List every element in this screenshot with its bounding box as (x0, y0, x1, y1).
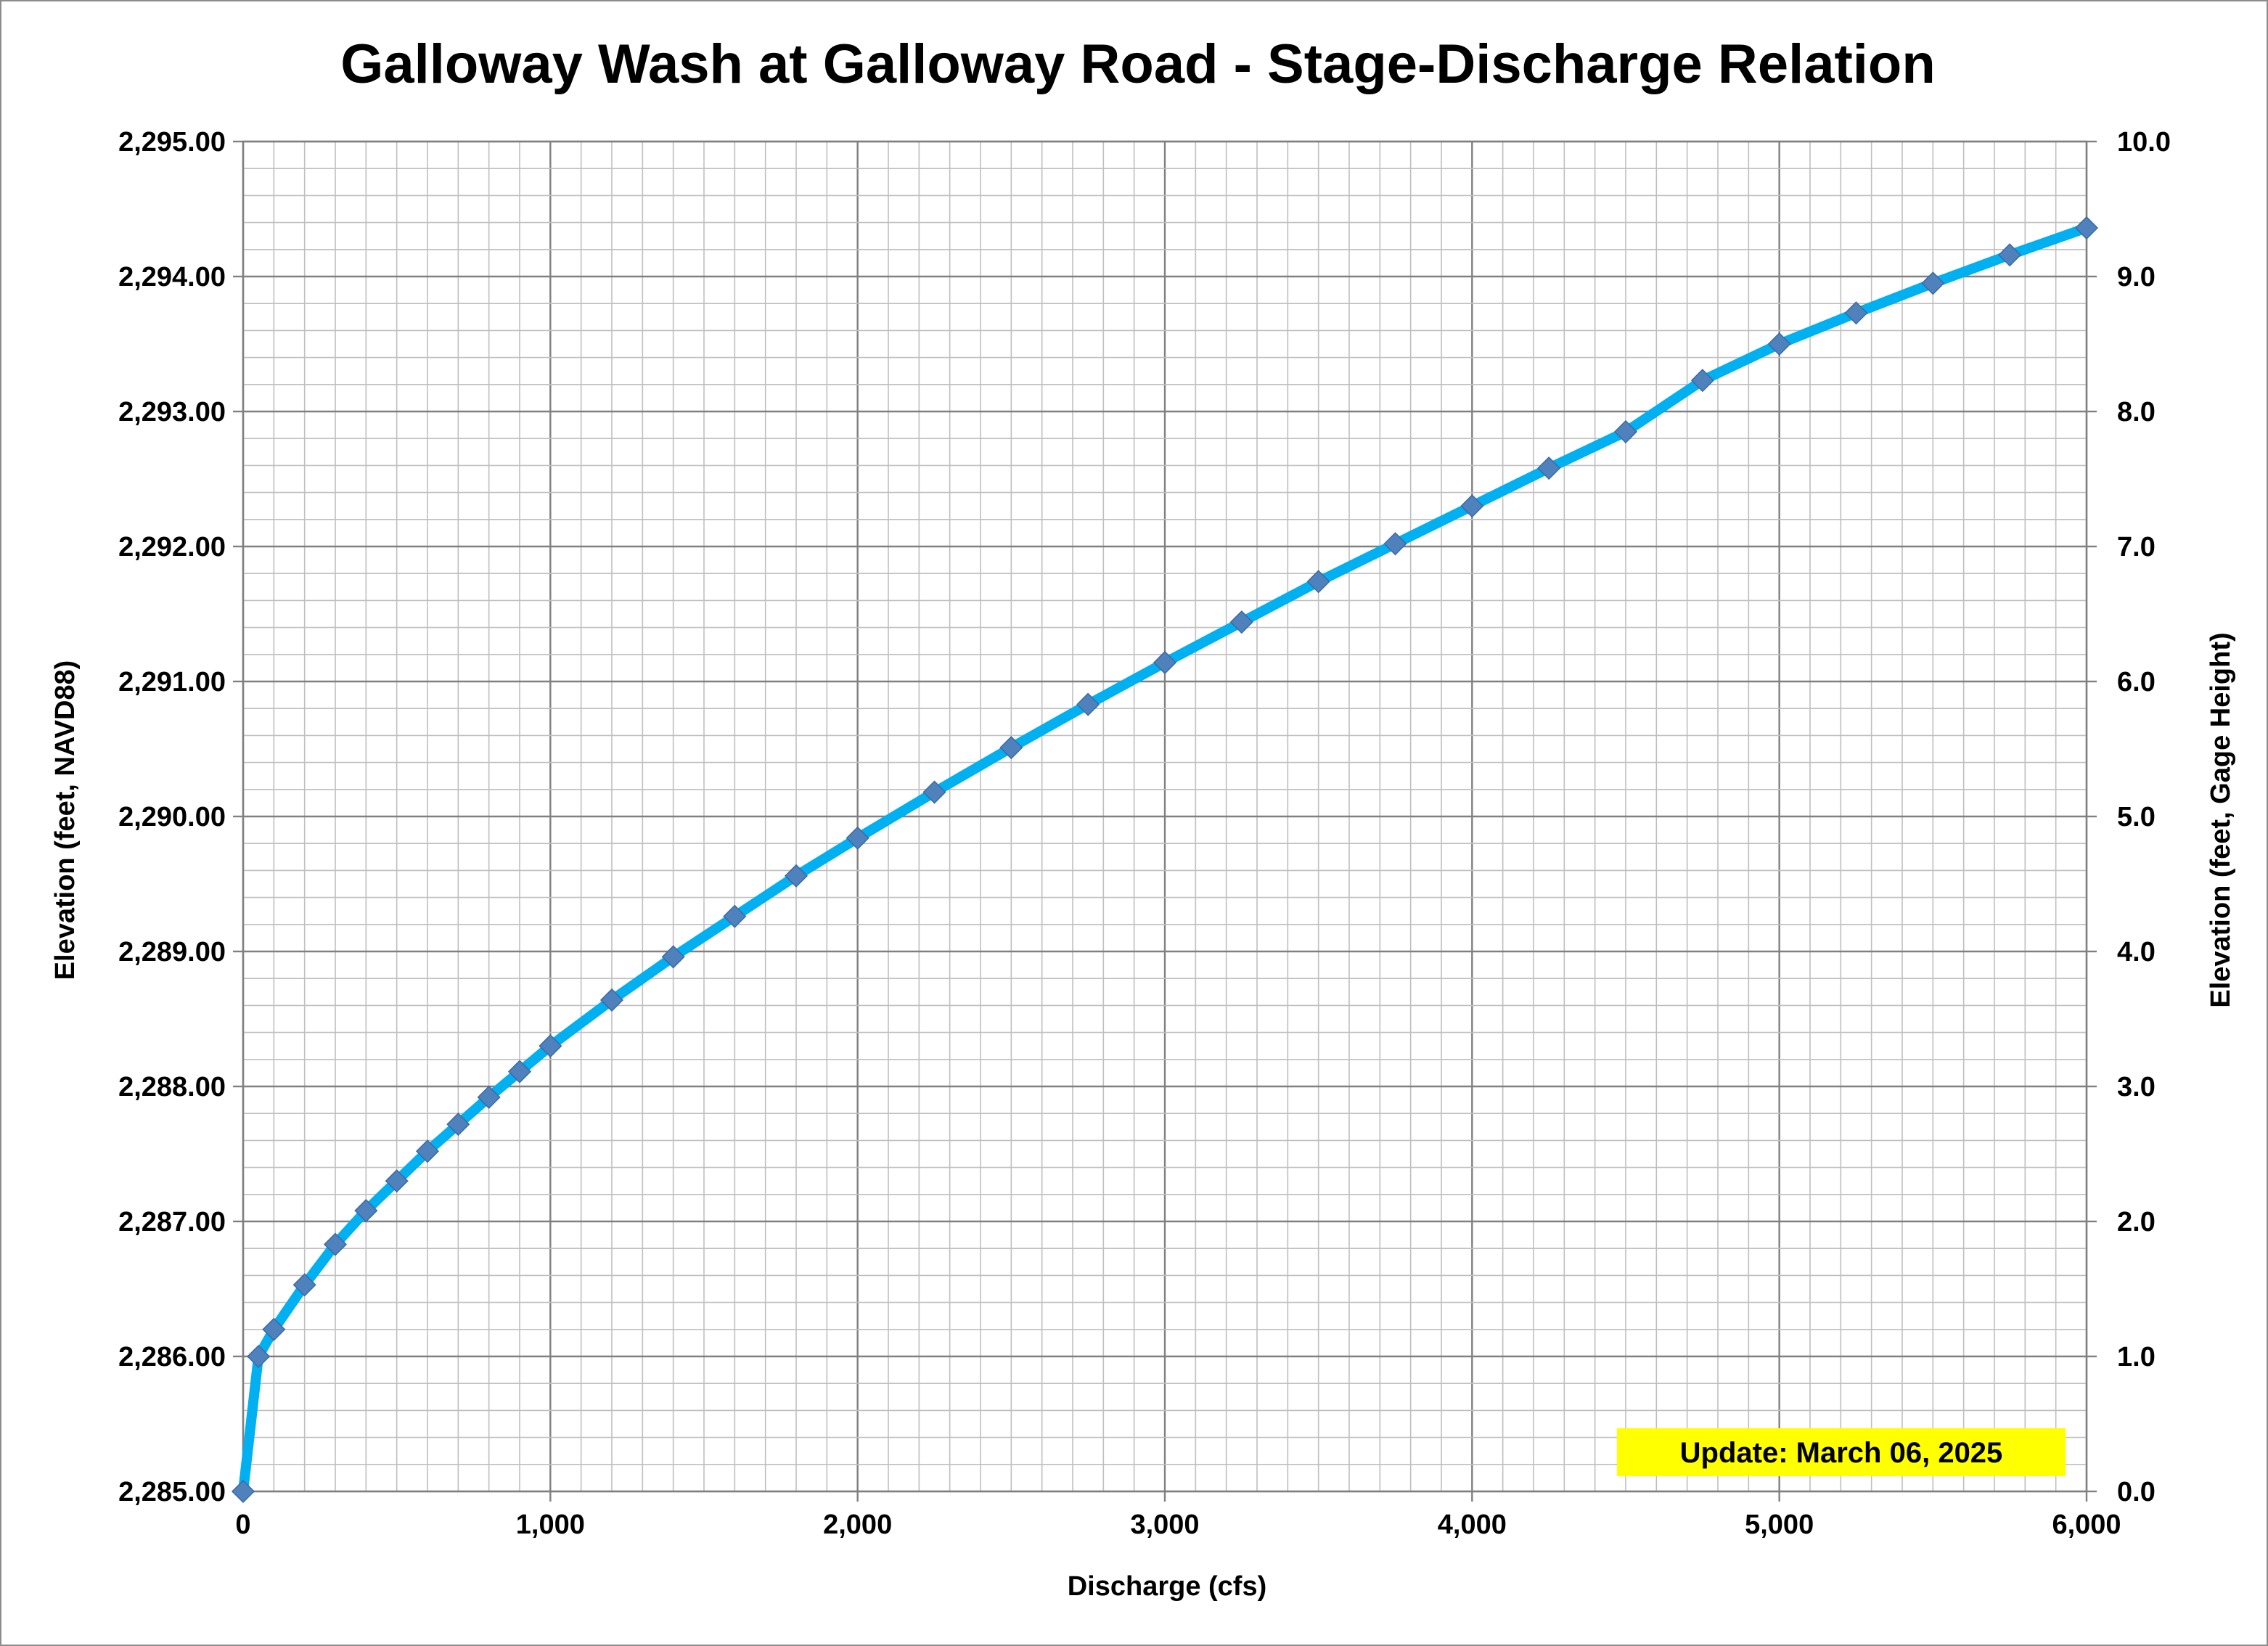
y-tick-label: 2,295.00 (118, 127, 226, 157)
y2-tick-label: 5.0 (2117, 802, 2156, 832)
x-tick-label: 1,000 (516, 1510, 585, 1540)
data-point-marker (1767, 332, 1791, 356)
update-note-box (1617, 1428, 2066, 1476)
x-tick-label: 2,000 (823, 1510, 892, 1540)
y-tick-label: 2,289.00 (118, 937, 226, 967)
y2-tick-label: 9.0 (2117, 262, 2156, 292)
data-point-marker (1383, 532, 1407, 556)
y2-axis-label: Elevation (feet, Gage Height) (2206, 632, 2236, 1007)
data-point-marker (1306, 570, 1330, 594)
y-tick-label: 2,294.00 (118, 262, 226, 292)
y2-tick-label: 0.0 (2117, 1477, 2156, 1507)
y-tick-label: 2,288.00 (118, 1072, 226, 1102)
x-tick-label: 4,000 (1438, 1510, 1507, 1540)
data-point-marker (477, 1085, 501, 1109)
data-point-marker (415, 1139, 440, 1163)
data-point-marker (1921, 271, 1945, 295)
data-point-marker (2074, 216, 2099, 240)
data-point-marker (231, 1479, 255, 1504)
data-point-marker (446, 1113, 470, 1137)
data-point-marker (1076, 692, 1100, 716)
data-point-marker (1844, 301, 1868, 325)
data-point-marker (292, 1273, 316, 1297)
chart-title: Galloway Wash at Galloway Road - Stage-D… (340, 33, 1936, 95)
x-tick-label: 5,000 (1745, 1510, 1814, 1540)
data-point-marker (1998, 243, 2022, 267)
data-point-marker (784, 864, 808, 888)
data-point-marker (247, 1344, 271, 1369)
y2-tick-label: 1.0 (2117, 1342, 2156, 1372)
y2-tick-label: 8.0 (2117, 397, 2156, 427)
y-tick-label: 2,285.00 (118, 1477, 226, 1507)
series-layer (231, 216, 2099, 1504)
data-point-marker (354, 1199, 378, 1223)
y-tick-label: 2,292.00 (118, 532, 226, 562)
x-axis-label: Discharge (cfs) (1068, 1571, 1267, 1602)
data-point-marker (1460, 494, 1484, 518)
y-tick-label: 2,291.00 (118, 667, 226, 697)
data-point-marker (1613, 419, 1638, 443)
y-tick-label: 2,293.00 (118, 397, 226, 427)
data-point-marker (999, 736, 1023, 760)
data-point-marker (507, 1060, 532, 1084)
x-tick-label: 0 (235, 1510, 250, 1540)
grid-layer (242, 140, 2088, 1493)
data-point-marker (262, 1317, 286, 1341)
y-axis-label: Elevation (feet, NAVD88) (50, 660, 81, 980)
data-point-marker (1153, 650, 1177, 675)
update-note: Update: March 06, 2025 (1680, 1437, 2003, 1469)
x-tick-label: 6,000 (2052, 1510, 2121, 1540)
y2-tick-label: 4.0 (2117, 937, 2156, 967)
tick-layer: 0 1,000 2,000 3,000 4,000 5,000 6,000 2,285.00 2… (118, 127, 2171, 1540)
data-point-marker (1537, 456, 1561, 480)
data-point-marker (846, 826, 869, 850)
data-point-marker (723, 904, 747, 928)
data-point-marker (661, 945, 685, 969)
data-point-marker (599, 988, 624, 1012)
data-point-marker (1690, 369, 1714, 393)
data-point-marker (385, 1169, 409, 1193)
y-tick-label: 2,286.00 (118, 1342, 226, 1372)
data-point-marker (1229, 610, 1253, 634)
y2-tick-label: 10.0 (2117, 127, 2171, 157)
data-point-marker (323, 1232, 348, 1256)
y-tick-label: 2,290.00 (118, 802, 226, 832)
data-point-marker (539, 1034, 562, 1058)
y-tick-label: 2,287.00 (118, 1207, 226, 1237)
x-tick-label: 3,000 (1130, 1510, 1199, 1540)
y2-tick-label: 6.0 (2117, 667, 2156, 697)
y2-tick-label: 3.0 (2117, 1072, 2156, 1102)
data-point-marker (922, 780, 946, 804)
y2-tick-label: 7.0 (2117, 532, 2156, 562)
y2-tick-label: 2.0 (2117, 1207, 2156, 1237)
